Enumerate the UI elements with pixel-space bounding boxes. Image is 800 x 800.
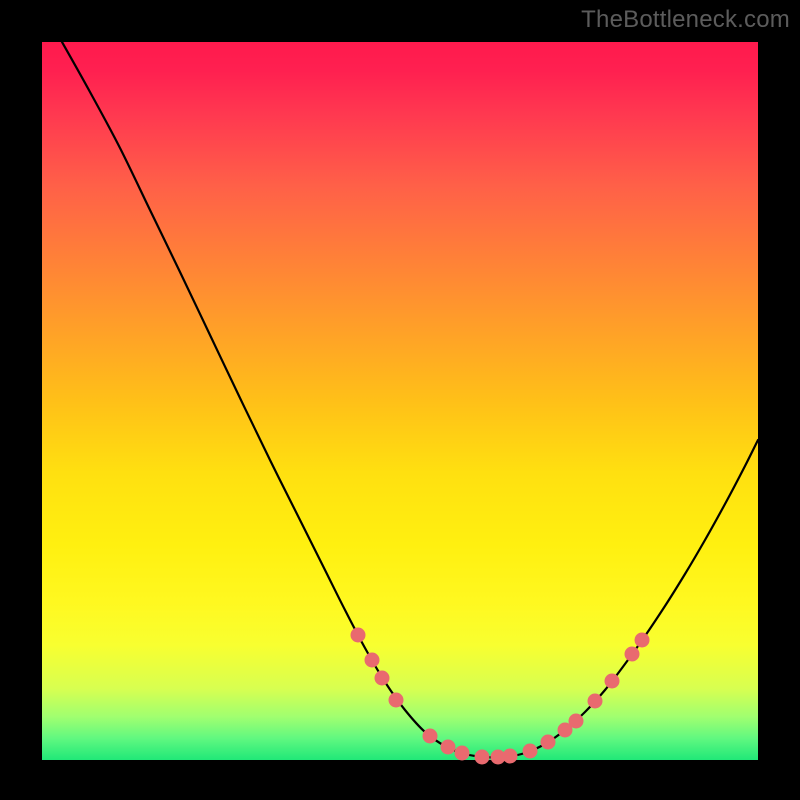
chart-stage: TheBottleneck.com	[0, 0, 800, 800]
plot-gradient-background	[42, 42, 758, 760]
watermark-text: TheBottleneck.com	[581, 6, 790, 34]
